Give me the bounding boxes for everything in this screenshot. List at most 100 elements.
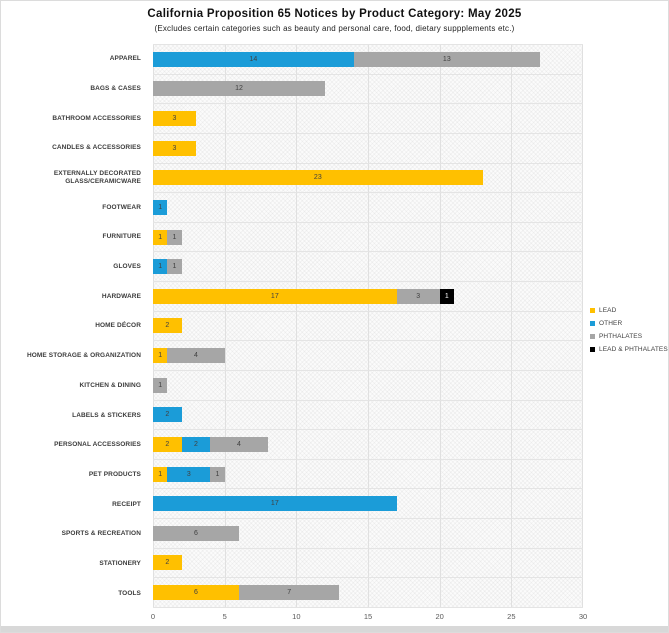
bar-row: 17 3 1 bbox=[153, 282, 583, 312]
bar-segment: 17 bbox=[153, 288, 397, 304]
bar-segment: 2 bbox=[153, 318, 182, 334]
category-label: KITCHEN & DINING bbox=[79, 381, 141, 389]
bar-segment: 1 bbox=[153, 259, 168, 275]
category-label: PERSONAL ACCESSORIES bbox=[54, 441, 141, 449]
gridline bbox=[439, 44, 441, 608]
category-label: BAGS & CASES bbox=[90, 84, 141, 92]
bar-segment: 3 bbox=[153, 111, 196, 127]
bar-stack: 2 bbox=[153, 555, 583, 571]
category-label: HOME DÉCOR bbox=[95, 322, 141, 330]
gridline bbox=[224, 44, 226, 608]
bar-segment: 1 bbox=[167, 229, 182, 245]
chart-title: California Proposition 65 Notices by Pro… bbox=[147, 8, 522, 20]
legend-swatch-icon bbox=[590, 334, 595, 339]
legend-swatch-icon bbox=[590, 347, 595, 352]
bar-segment: 6 bbox=[153, 585, 239, 601]
legend: LEAD OTHER PHTHALATES LEAD & PHTHALATES bbox=[590, 307, 668, 359]
category-label: LABELS & STICKERS bbox=[72, 411, 141, 419]
bar-segment: 2 bbox=[153, 436, 182, 452]
category-label: BATHROOM ACCESSORIES bbox=[52, 114, 141, 122]
bar-stack: 12 bbox=[153, 81, 583, 97]
bar-stack: 2 bbox=[153, 318, 583, 334]
bar-segment: 2 bbox=[181, 436, 211, 452]
category-axis: APPAREL BAGS & CASES BATHROOM ACCESSORIES C… bbox=[1, 44, 147, 608]
chart-subtitle: (Excludes certain categories such as bea… bbox=[154, 24, 515, 33]
bar-stack: 1 bbox=[153, 377, 583, 393]
bar-segment: 1 bbox=[153, 229, 168, 245]
legend-item: PHTHALATES bbox=[590, 333, 668, 340]
category-label: EXTERNALLY DECORATED GLASS/CERAMICWARE bbox=[53, 170, 141, 185]
bar-row: 1 bbox=[153, 371, 583, 401]
bar-stack: 14 13 bbox=[153, 51, 583, 67]
category-label: STATIONERY bbox=[99, 559, 141, 567]
category-label: PET PRODUCTS bbox=[88, 470, 141, 478]
legend-label: LEAD & PHTHALATES bbox=[599, 346, 668, 353]
category-label: FOOTWEAR bbox=[102, 203, 141, 211]
bar-segment: 1 bbox=[153, 199, 168, 215]
legend-item: LEAD & PHTHALATES bbox=[590, 346, 668, 353]
bar-row: 3 bbox=[153, 104, 583, 134]
value-axis: 0 5 10 15 20 25 30 bbox=[150, 612, 587, 624]
bar-segment: 3 bbox=[167, 466, 211, 482]
bar-row: 3 bbox=[153, 134, 583, 164]
x-tick-label: 5 bbox=[222, 612, 227, 621]
bar-stack: 23 bbox=[153, 170, 583, 186]
bar-segment: 23 bbox=[153, 170, 483, 186]
legend-label: OTHER bbox=[599, 320, 623, 327]
bar-segment: 1 bbox=[153, 377, 168, 393]
bar-row: 23 bbox=[153, 164, 583, 194]
legend-label: PHTHALATES bbox=[599, 333, 643, 340]
x-tick-label: 10 bbox=[292, 612, 301, 621]
x-tick-label: 0 bbox=[150, 612, 156, 621]
x-tick-label: 30 bbox=[578, 612, 588, 621]
category-label: RECEIPT bbox=[112, 500, 141, 508]
bar-row: 12 bbox=[153, 75, 583, 105]
bar-segment: 17 bbox=[153, 496, 397, 512]
bar-row: 6 bbox=[153, 519, 583, 549]
bar-stack: 3 bbox=[153, 111, 583, 127]
bar-row: 14 13 bbox=[153, 45, 583, 75]
bar-rows: 14 13 12 3 3 23 1 1 1 1 1 17 3 1 2 1 4 1 2 2 2 4 1 3 1 17 6 2 6 7 bbox=[153, 44, 583, 608]
window-edge-strip bbox=[1, 626, 668, 632]
x-tick-label: 20 bbox=[435, 612, 444, 621]
legend-item: LEAD bbox=[590, 307, 668, 314]
bar-segment: 1 bbox=[210, 466, 225, 482]
x-tick-label: 15 bbox=[363, 612, 373, 621]
bar-stack: 2 bbox=[153, 407, 583, 423]
legend-swatch-icon bbox=[590, 308, 595, 313]
bar-segment: 2 bbox=[153, 555, 182, 571]
bar-stack: 17 3 1 bbox=[153, 288, 583, 304]
plot-area: 14 13 12 3 3 23 1 1 1 1 1 17 3 1 2 1 4 1 2 2 2 4 1 3 1 17 6 2 6 7 bbox=[153, 44, 583, 608]
bar-segment: 12 bbox=[153, 81, 325, 97]
bar-row: 2 bbox=[153, 312, 583, 342]
bar-segment: 13 bbox=[353, 51, 540, 67]
bar-stack: 3 bbox=[153, 140, 583, 156]
bar-segment: 1 bbox=[153, 348, 168, 364]
bar-row: 17 bbox=[153, 489, 583, 519]
legend-label: LEAD bbox=[599, 307, 617, 314]
category-label: FURNITURE bbox=[102, 233, 141, 241]
gridline bbox=[511, 44, 513, 608]
legend-swatch-icon bbox=[590, 321, 595, 326]
bar-row: 2 bbox=[153, 549, 583, 579]
legend-item: OTHER bbox=[590, 320, 668, 327]
bar-segment: 3 bbox=[396, 288, 440, 304]
category-label: TOOLS bbox=[118, 589, 141, 597]
category-label: HARDWARE bbox=[101, 292, 141, 300]
bar-segment: 7 bbox=[239, 585, 340, 601]
bar-segment: 4 bbox=[167, 348, 225, 364]
bar-row: 1 bbox=[153, 193, 583, 223]
x-tick-label: 25 bbox=[507, 612, 516, 621]
category-label: APPAREL bbox=[109, 55, 141, 63]
bar-segment: 3 bbox=[153, 140, 196, 156]
bar-row: 2 bbox=[153, 401, 583, 431]
bar-segment: 14 bbox=[153, 51, 354, 67]
